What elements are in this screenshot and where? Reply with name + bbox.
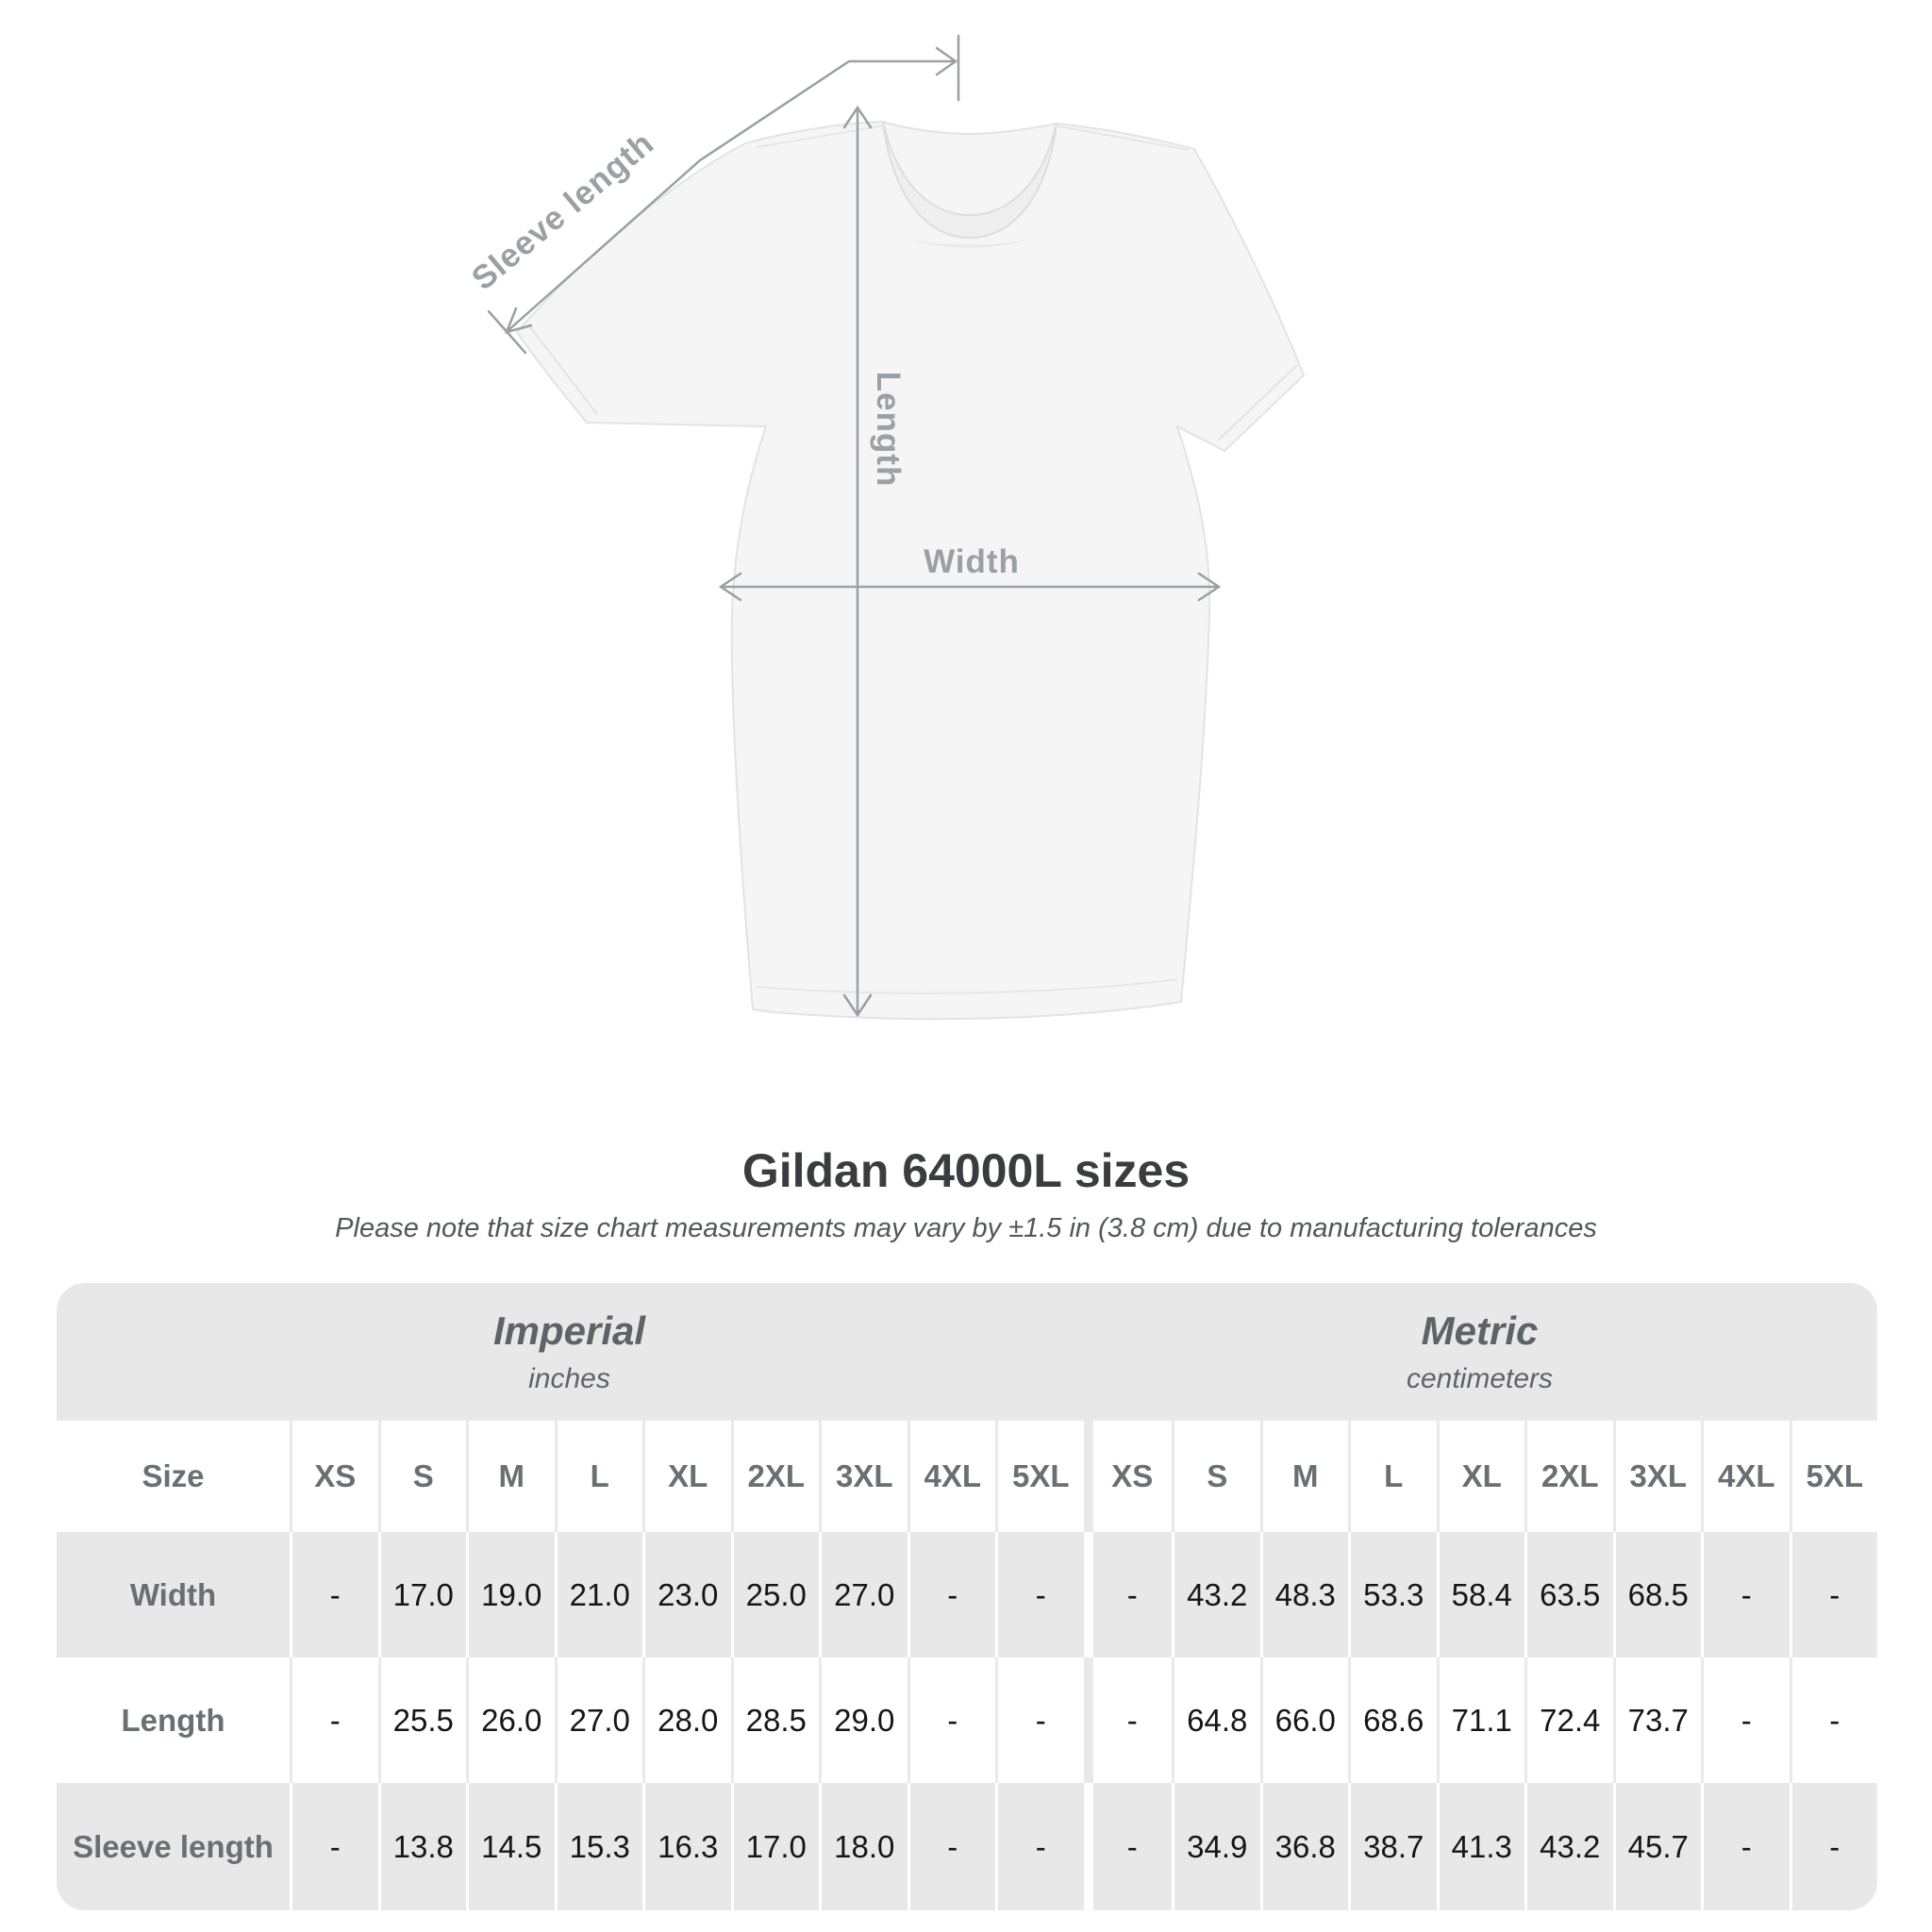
value-cell: 25.0 — [730, 1532, 819, 1657]
value-cell: - — [995, 1657, 1084, 1783]
size-header-cell: 3XL — [819, 1421, 908, 1532]
value-cell: 48.3 — [1259, 1532, 1348, 1657]
value-cell: 21.0 — [554, 1532, 642, 1657]
size-header-cell: L — [1348, 1421, 1437, 1532]
value-cell: 64.8 — [1172, 1657, 1260, 1783]
size-header-cell: S — [377, 1421, 467, 1532]
tolerance-note: Please note that size chart measurements… — [335, 1213, 1597, 1243]
size-header-cell: S — [1172, 1421, 1260, 1532]
tshirt-diagram — [487, 34, 1306, 1021]
value-cell: - — [1701, 1657, 1790, 1783]
metric-title: Metric — [1421, 1308, 1539, 1353]
value-cell: 34.9 — [1172, 1783, 1260, 1910]
value-cell: 63.5 — [1524, 1532, 1613, 1657]
size-header-cell: XL — [642, 1421, 731, 1532]
row-label: Sleeve length — [57, 1783, 290, 1910]
value-cell: 66.0 — [1259, 1657, 1348, 1783]
length-row: Length - 25.5 26.0 27.0 28.0 28.5 29.0 -… — [57, 1657, 1877, 1783]
size-header-cell: 4XL — [1701, 1421, 1790, 1532]
value-cell: 14.5 — [466, 1783, 555, 1910]
metric-band: Metric centimeters — [1082, 1283, 1877, 1421]
size-header-cell: M — [466, 1421, 555, 1532]
width-label: Width — [924, 543, 1020, 580]
size-header-cell: 2XL — [730, 1421, 820, 1532]
size-header-cell: XS — [290, 1421, 378, 1532]
value-cell: - — [907, 1532, 995, 1657]
value-cell: 18.0 — [819, 1783, 908, 1910]
width-row: Width - 17.0 19.0 21.0 23.0 25.0 27.0 - … — [57, 1532, 1877, 1657]
value-cell: - — [290, 1532, 378, 1657]
value-cell: - — [1701, 1783, 1790, 1910]
size-header-cell: 5XL — [1789, 1421, 1878, 1532]
value-cell: 19.0 — [466, 1532, 555, 1657]
width-dimension-line — [718, 572, 1222, 602]
size-header-cell: 3XL — [1612, 1421, 1702, 1532]
value-cell: 17.0 — [730, 1783, 819, 1910]
value-cell: - — [290, 1657, 378, 1783]
value-cell: 71.1 — [1436, 1657, 1524, 1783]
imperial-unit: inches — [528, 1363, 610, 1394]
value-cell: 26.0 — [466, 1657, 555, 1783]
value-cell: - — [907, 1783, 995, 1910]
length-label: Length — [870, 371, 907, 488]
row-label: Width — [57, 1532, 290, 1657]
value-cell: 38.7 — [1348, 1783, 1437, 1910]
value-cell: 58.4 — [1436, 1532, 1524, 1657]
value-cell: 28.0 — [642, 1657, 731, 1783]
value-cell: 72.4 — [1524, 1657, 1613, 1783]
tshirt-shape — [515, 120, 1306, 1021]
value-cell: - — [907, 1657, 995, 1783]
value-cell: 28.5 — [730, 1657, 819, 1783]
value-cell: - — [290, 1783, 378, 1910]
value-cell: - — [995, 1783, 1084, 1910]
sleeve-length-dimension-line — [487, 34, 960, 355]
unit-system-band: Imperial inches Metric centimeters — [57, 1283, 1877, 1421]
page-title: Gildan 64000L sizes — [741, 1144, 1191, 1197]
value-cell: 45.7 — [1612, 1783, 1701, 1910]
value-cell: 41.3 — [1436, 1783, 1524, 1910]
value-cell: - — [1083, 1532, 1172, 1657]
size-header-cell: XL — [1436, 1421, 1525, 1532]
value-cell: 43.2 — [1524, 1783, 1613, 1910]
size-header-cell: XS — [1083, 1421, 1173, 1532]
size-header-cell: L — [554, 1421, 643, 1532]
value-cell: 68.5 — [1612, 1532, 1701, 1657]
value-cell: 13.8 — [377, 1783, 466, 1910]
metric-unit: centimeters — [1406, 1363, 1554, 1394]
value-cell: 73.7 — [1612, 1657, 1701, 1783]
value-cell: 27.0 — [554, 1657, 642, 1783]
size-header-row: Size XS S M L XL 2XL 3XL 4XL 5XL XS S M … — [57, 1421, 1877, 1532]
size-table: Imperial inches Metric centimeters Size … — [57, 1283, 1877, 1910]
imperial-band: Imperial inches — [57, 1283, 1082, 1421]
value-cell: 15.3 — [554, 1783, 642, 1910]
value-cell: - — [1083, 1657, 1172, 1783]
size-corner-cell: Size — [142, 1458, 205, 1493]
row-label: Length — [57, 1657, 290, 1783]
value-cell: - — [995, 1532, 1084, 1657]
value-cell: - — [1789, 1532, 1877, 1657]
size-header-cell: 5XL — [995, 1421, 1084, 1532]
size-header-cell: M — [1259, 1421, 1349, 1532]
length-dimension-line — [842, 105, 873, 1018]
value-cell: 17.0 — [377, 1532, 466, 1657]
imperial-title: Imperial — [492, 1308, 646, 1353]
value-cell: - — [1789, 1657, 1877, 1783]
value-cell: 53.3 — [1348, 1532, 1437, 1657]
size-header-cell: 4XL — [907, 1421, 996, 1532]
value-cell: 16.3 — [642, 1783, 731, 1910]
value-cell: 27.0 — [819, 1532, 908, 1657]
collar — [882, 121, 1058, 240]
value-cell: 25.5 — [377, 1657, 466, 1783]
value-cell: 29.0 — [819, 1657, 908, 1783]
value-cell: 23.0 — [642, 1532, 731, 1657]
size-header-cell: 2XL — [1524, 1421, 1613, 1532]
value-cell: 68.6 — [1348, 1657, 1437, 1783]
sleeve-length-row: Sleeve length - 13.8 14.5 15.3 16.3 17.0… — [57, 1783, 1877, 1910]
value-cell: - — [1083, 1783, 1172, 1910]
value-cell: 36.8 — [1259, 1783, 1348, 1910]
value-cell: - — [1789, 1783, 1877, 1910]
value-cell: - — [1701, 1532, 1790, 1657]
value-cell: 43.2 — [1172, 1532, 1260, 1657]
